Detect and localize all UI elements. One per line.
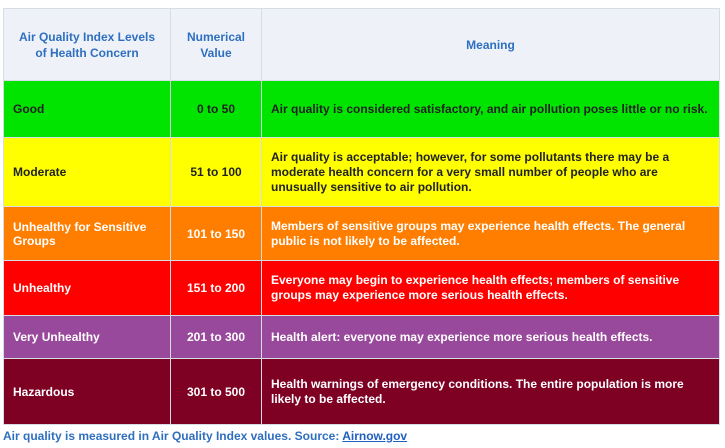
- header-numerical-value: Numerical Value: [170, 8, 262, 81]
- aqi-value-cell: 201 to 300: [170, 315, 262, 359]
- aqi-value-cell: 301 to 500: [170, 358, 262, 425]
- table-row: Hazardous 301 to 500 Health warnings of em…: [3, 358, 720, 425]
- aqi-meaning-cell: Health warnings of emergency conditions.…: [261, 358, 720, 425]
- table-row: Unhealthy for Sensitive Groups 101 to 150…: [3, 206, 720, 261]
- table-row: Good 0 to 50 Air quality is considered sat…: [3, 80, 720, 138]
- aqi-level-cell: Moderate: [3, 137, 171, 207]
- aqi-level-cell: Hazardous: [3, 358, 171, 425]
- aqi-level-cell: Unhealthy: [3, 260, 171, 316]
- table-body: Good 0 to 50 Air quality is considered sat…: [3, 80, 720, 425]
- header-levels: Air Quality Index Levels of Health Conce…: [3, 8, 171, 81]
- aqi-meaning-cell: Health alert: everyone may experience mo…: [261, 315, 720, 359]
- caption-text: Air quality is measured in Air Quality I…: [3, 429, 343, 443]
- table-row: Very Unhealthy 201 to 300 Health alert: ev…: [3, 315, 720, 359]
- table-row: Moderate 51 to 100 Air quality is acceptab…: [3, 137, 720, 207]
- aqi-meaning-cell: Air quality is considered satisfactory, …: [261, 80, 720, 138]
- aqi-meaning-cell: Everyone may begin to experience health …: [261, 260, 720, 316]
- header-meaning: Meaning: [261, 8, 720, 81]
- aqi-meaning-cell: Air quality is acceptable; however, for …: [261, 137, 720, 207]
- aqi-value-cell: 51 to 100: [170, 137, 262, 207]
- aqi-meaning-cell: Members of sensitive groups may experien…: [261, 206, 720, 261]
- aqi-value-cell: 0 to 50: [170, 80, 262, 138]
- source-caption: Air quality is measured in Air Quality I…: [3, 429, 407, 443]
- aqi-value-cell: 101 to 150: [170, 206, 262, 261]
- table-header-row: Air Quality Index Levels of Health Conce…: [3, 8, 720, 81]
- aqi-table: Air Quality Index Levels of Health Conce…: [3, 8, 720, 425]
- aqi-level-cell: Good: [3, 80, 171, 138]
- aqi-level-cell: Very Unhealthy: [3, 315, 171, 359]
- airnow-link[interactable]: Airnow.gov: [342, 429, 408, 443]
- table-row: Unhealthy 151 to 200 Everyone may begin to…: [3, 260, 720, 316]
- aqi-value-cell: 151 to 200: [170, 260, 262, 316]
- aqi-level-cell: Unhealthy for Sensitive Groups: [3, 206, 171, 261]
